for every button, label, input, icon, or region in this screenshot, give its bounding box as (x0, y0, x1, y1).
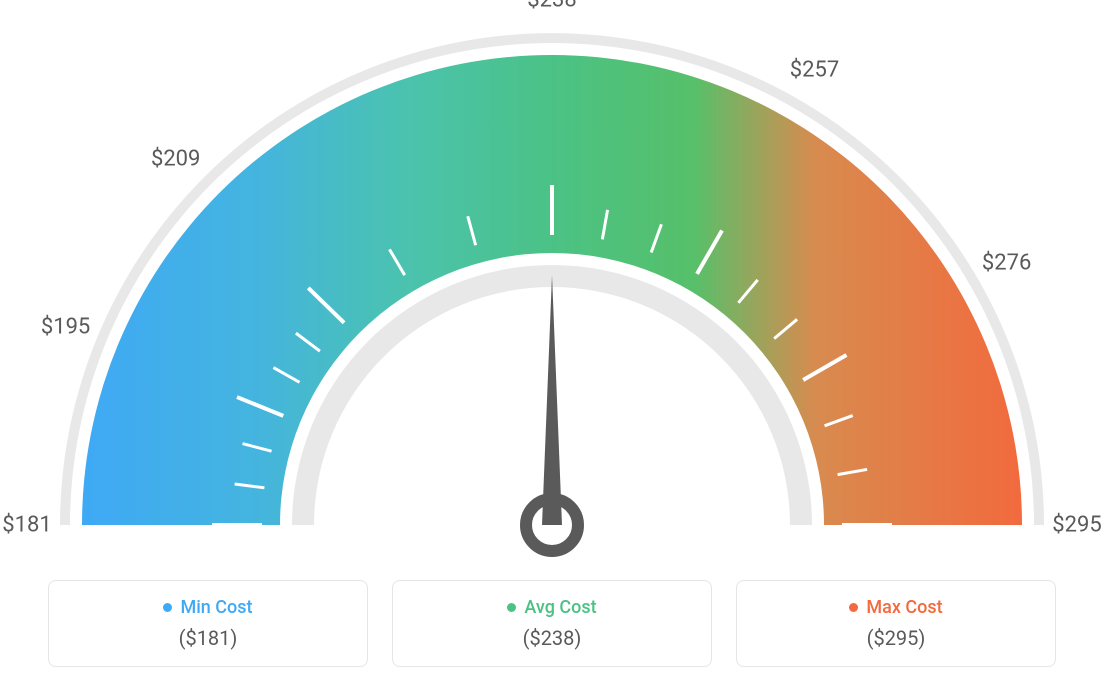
legend-avg-label: Avg Cost (524, 597, 596, 618)
gauge-tick-label: $195 (41, 315, 90, 340)
legend-max-value: ($295) (749, 626, 1043, 650)
gauge-svg (0, 0, 1104, 560)
gauge-tick-label: $295 (1052, 513, 1101, 538)
legend-max-box: Max Cost ($295) (736, 580, 1056, 667)
legend-max-dot (849, 603, 858, 612)
gauge-tick-label: $257 (790, 58, 839, 83)
legend-max-label: Max Cost (866, 597, 942, 618)
legend-avg-dot (507, 603, 516, 612)
gauge-tick-label: $209 (151, 146, 200, 171)
legend-avg-value: ($238) (405, 626, 699, 650)
gauge-tick-label: $238 (527, 0, 576, 13)
legend-avg-title: Avg Cost (507, 597, 596, 618)
legend-min-label: Min Cost (180, 597, 252, 618)
gauge-tick-label: $276 (982, 250, 1031, 275)
legend-min-box: Min Cost ($181) (48, 580, 368, 667)
legend-max-title: Max Cost (849, 597, 942, 618)
cost-gauge-chart: $181 $195 $209 $238 $257 $276 $295 (0, 0, 1104, 560)
legend-avg-box: Avg Cost ($238) (392, 580, 712, 667)
cost-legend: Min Cost ($181) Avg Cost ($238) Max Cost… (48, 580, 1056, 667)
gauge-tick-label: $181 (2, 513, 51, 538)
legend-min-title: Min Cost (163, 597, 252, 618)
legend-min-value: ($181) (61, 626, 355, 650)
legend-min-dot (163, 603, 172, 612)
